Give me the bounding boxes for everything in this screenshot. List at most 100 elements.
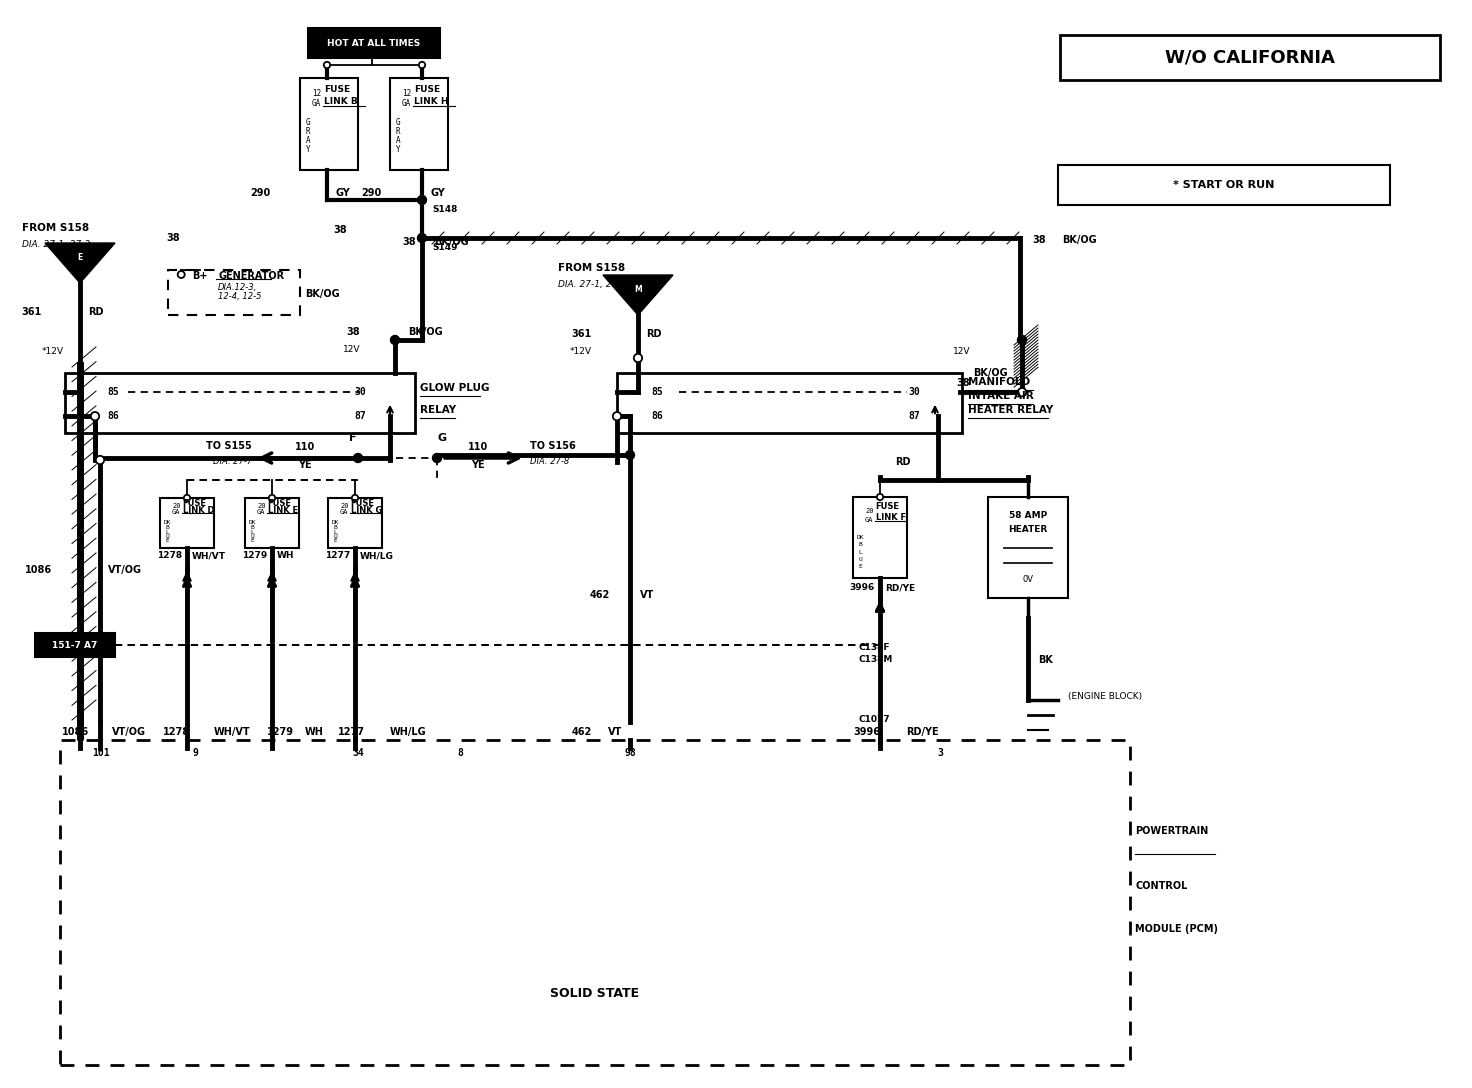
Text: WH/LG: WH/LG bbox=[361, 552, 394, 560]
Text: C1027: C1027 bbox=[858, 716, 889, 725]
Text: 101: 101 bbox=[93, 749, 110, 758]
Text: 38: 38 bbox=[333, 225, 347, 235]
Text: TO S155: TO S155 bbox=[206, 441, 252, 452]
Text: 8: 8 bbox=[458, 749, 462, 758]
Circle shape bbox=[433, 454, 442, 462]
Text: (ENGINE BLOCK): (ENGINE BLOCK) bbox=[1069, 692, 1142, 702]
Circle shape bbox=[877, 494, 883, 500]
Text: 110: 110 bbox=[294, 442, 315, 452]
Circle shape bbox=[178, 271, 184, 279]
Text: DIA. 27-7: DIA. 27-7 bbox=[213, 457, 252, 467]
Text: FUSE: FUSE bbox=[414, 85, 440, 94]
Bar bbox=[65, 373, 415, 433]
Text: GENERATOR: GENERATOR bbox=[218, 271, 284, 281]
Text: DIA. 27-8: DIA. 27-8 bbox=[530, 457, 570, 467]
Text: *12V: *12V bbox=[43, 347, 63, 357]
Text: VT/OG: VT/OG bbox=[112, 727, 146, 737]
Circle shape bbox=[634, 354, 642, 362]
Text: U: U bbox=[334, 534, 337, 539]
Text: 12: 12 bbox=[312, 89, 321, 98]
Text: LINK D: LINK D bbox=[183, 506, 215, 515]
Text: HEATER RELAY: HEATER RELAY bbox=[969, 405, 1054, 415]
Text: FROM S158: FROM S158 bbox=[22, 223, 90, 233]
Text: GA: GA bbox=[866, 517, 873, 522]
Circle shape bbox=[418, 234, 427, 243]
Text: S149: S149 bbox=[431, 244, 458, 252]
Text: 85: 85 bbox=[107, 387, 119, 397]
Text: FROM S158: FROM S158 bbox=[558, 263, 626, 273]
Text: 1277: 1277 bbox=[339, 727, 365, 737]
Bar bbox=[1058, 165, 1390, 205]
Text: U: U bbox=[250, 534, 255, 539]
Text: 98: 98 bbox=[624, 749, 636, 758]
Circle shape bbox=[626, 450, 634, 459]
Text: G: G bbox=[396, 118, 400, 126]
Text: 1279: 1279 bbox=[266, 727, 294, 737]
Circle shape bbox=[184, 495, 190, 502]
Text: B: B bbox=[250, 526, 255, 530]
Text: 12V: 12V bbox=[952, 347, 970, 357]
Text: E: E bbox=[78, 254, 82, 262]
Text: DK: DK bbox=[331, 520, 340, 526]
Circle shape bbox=[269, 495, 275, 502]
Text: BK/OG: BK/OG bbox=[973, 368, 1008, 378]
Bar bbox=[60, 740, 1130, 1065]
Text: 110: 110 bbox=[468, 442, 489, 452]
Text: LINK B: LINK B bbox=[324, 97, 358, 106]
Text: RD/YE: RD/YE bbox=[905, 727, 939, 737]
Text: GA: GA bbox=[312, 99, 321, 109]
Text: LINK G: LINK G bbox=[350, 506, 383, 515]
Text: 3996: 3996 bbox=[852, 727, 880, 737]
Text: WH: WH bbox=[305, 727, 324, 737]
Text: BK/OG: BK/OG bbox=[1061, 235, 1097, 245]
Text: 1277: 1277 bbox=[325, 552, 350, 560]
Text: RD: RD bbox=[646, 329, 661, 339]
Text: GY: GY bbox=[336, 188, 350, 198]
Text: GA: GA bbox=[402, 99, 411, 109]
Text: MANIFOLD: MANIFOLD bbox=[969, 378, 1030, 387]
Text: C138F: C138F bbox=[858, 643, 889, 653]
Text: B: B bbox=[166, 526, 169, 530]
Text: 1086: 1086 bbox=[25, 565, 52, 574]
Polygon shape bbox=[604, 275, 673, 316]
Text: *12V: *12V bbox=[570, 347, 592, 357]
Circle shape bbox=[324, 62, 330, 69]
Text: 0V: 0V bbox=[1023, 576, 1033, 584]
Text: FUSE: FUSE bbox=[268, 499, 291, 508]
Text: SOLID STATE: SOLID STATE bbox=[551, 987, 639, 1000]
Text: 87: 87 bbox=[908, 411, 920, 421]
Text: R: R bbox=[396, 127, 400, 136]
Text: FUSE: FUSE bbox=[876, 503, 899, 511]
Text: VT: VT bbox=[640, 590, 654, 599]
Text: 290: 290 bbox=[250, 188, 269, 198]
Text: B: B bbox=[334, 526, 337, 530]
Text: VT/OG: VT/OG bbox=[107, 565, 141, 574]
Text: 87: 87 bbox=[355, 411, 367, 421]
Text: HOT AT ALL TIMES: HOT AT ALL TIMES bbox=[327, 38, 421, 48]
Text: DK: DK bbox=[857, 535, 864, 540]
Text: A: A bbox=[396, 136, 400, 145]
Circle shape bbox=[1017, 388, 1026, 396]
Text: 9: 9 bbox=[191, 749, 197, 758]
Bar bbox=[300, 78, 358, 170]
Text: BK/OG: BK/OG bbox=[305, 289, 340, 299]
Circle shape bbox=[418, 196, 427, 205]
Text: 1278: 1278 bbox=[163, 727, 190, 737]
Text: 38: 38 bbox=[346, 327, 361, 337]
Bar bbox=[617, 373, 963, 433]
Text: G: G bbox=[437, 433, 446, 443]
Text: 462: 462 bbox=[573, 727, 592, 737]
Text: RD: RD bbox=[895, 457, 911, 467]
Text: G: G bbox=[306, 118, 311, 126]
Text: L: L bbox=[334, 530, 337, 534]
Text: 58 AMP: 58 AMP bbox=[1008, 510, 1047, 520]
Bar bbox=[328, 498, 383, 548]
Circle shape bbox=[91, 412, 99, 420]
Text: 462: 462 bbox=[590, 590, 609, 599]
Text: YE: YE bbox=[471, 460, 484, 470]
Text: INTAKE AIR: INTAKE AIR bbox=[969, 391, 1033, 401]
Text: FUSE: FUSE bbox=[183, 499, 206, 508]
Text: DIA.12-3,: DIA.12-3, bbox=[218, 283, 258, 292]
Text: 290: 290 bbox=[361, 188, 381, 198]
Text: DK: DK bbox=[249, 520, 256, 526]
